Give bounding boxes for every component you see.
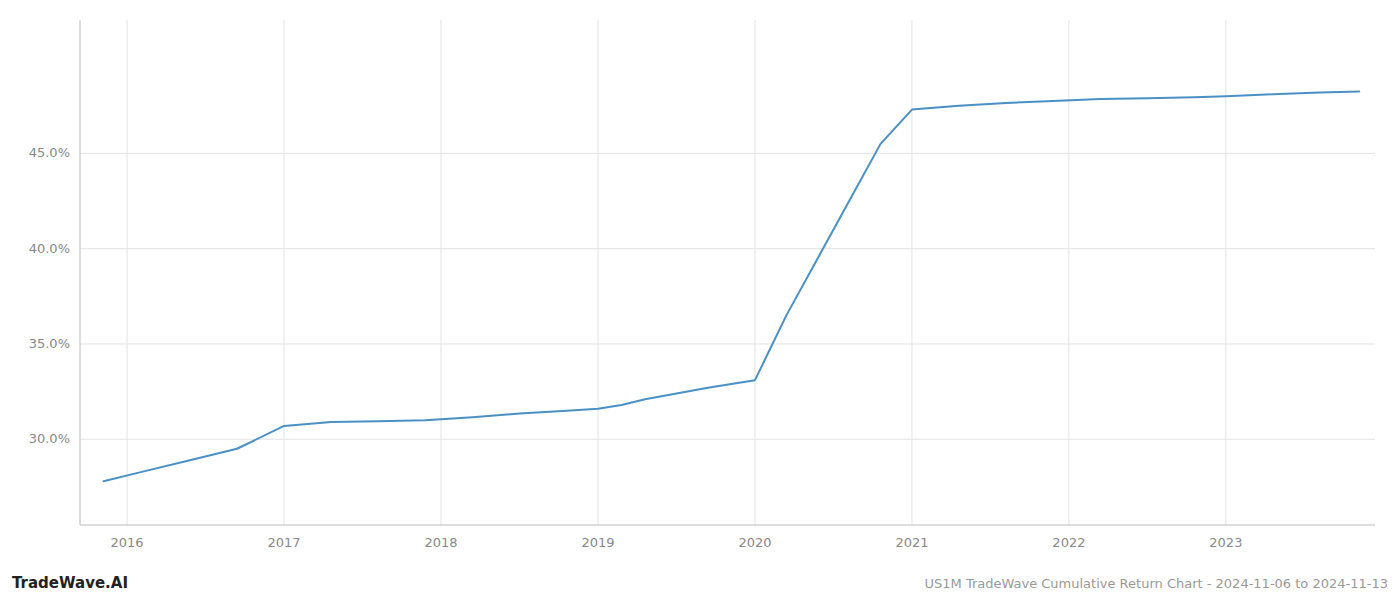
chart-container: 30.0% 35.0% 40.0% 45.0% 2016 2017 2018 2019 2020…	[0, 0, 1400, 600]
x-grid-line	[1068, 20, 1069, 525]
x-grid-line	[284, 20, 285, 525]
x-axis-line	[80, 525, 1375, 526]
y-grid-line	[80, 439, 1375, 440]
x-tick-label: 2018	[424, 535, 457, 550]
x-tick-label: 2019	[581, 535, 614, 550]
x-grid-line	[911, 20, 912, 525]
y-tick-label: 30.0%	[29, 431, 70, 446]
y-grid-line	[80, 248, 1375, 249]
x-grid-line	[598, 20, 599, 525]
x-tick-label: 2020	[738, 535, 771, 550]
y-grid-line	[80, 153, 1375, 154]
y-tick-label: 35.0%	[29, 336, 70, 351]
y-tick-label: 40.0%	[29, 241, 70, 256]
x-grid-line	[441, 20, 442, 525]
x-tick-label: 2021	[895, 535, 928, 550]
x-tick-label: 2023	[1209, 535, 1242, 550]
plot-area	[104, 91, 1360, 481]
x-grid-line	[127, 20, 128, 525]
data-line	[104, 91, 1360, 481]
grid	[80, 20, 1375, 525]
y-grid-line	[80, 343, 1375, 344]
watermark: TradeWave.AI	[12, 574, 128, 592]
x-grid-line	[754, 20, 755, 525]
chart-svg: 30.0% 35.0% 40.0% 45.0% 2016 2017 2018 2019 2020…	[0, 0, 1400, 600]
tick-labels: 30.0% 35.0% 40.0% 45.0% 2016 2017 2018 2019 2020…	[29, 145, 1243, 550]
x-tick-label: 2022	[1052, 535, 1085, 550]
y-tick-label: 45.0%	[29, 145, 70, 160]
title: US1M TradeWave Cumulative Return Chart -…	[925, 576, 1389, 591]
x-tick-label: 2016	[111, 535, 144, 550]
x-tick-label: 2017	[268, 535, 301, 550]
y-axis-line	[80, 20, 81, 525]
